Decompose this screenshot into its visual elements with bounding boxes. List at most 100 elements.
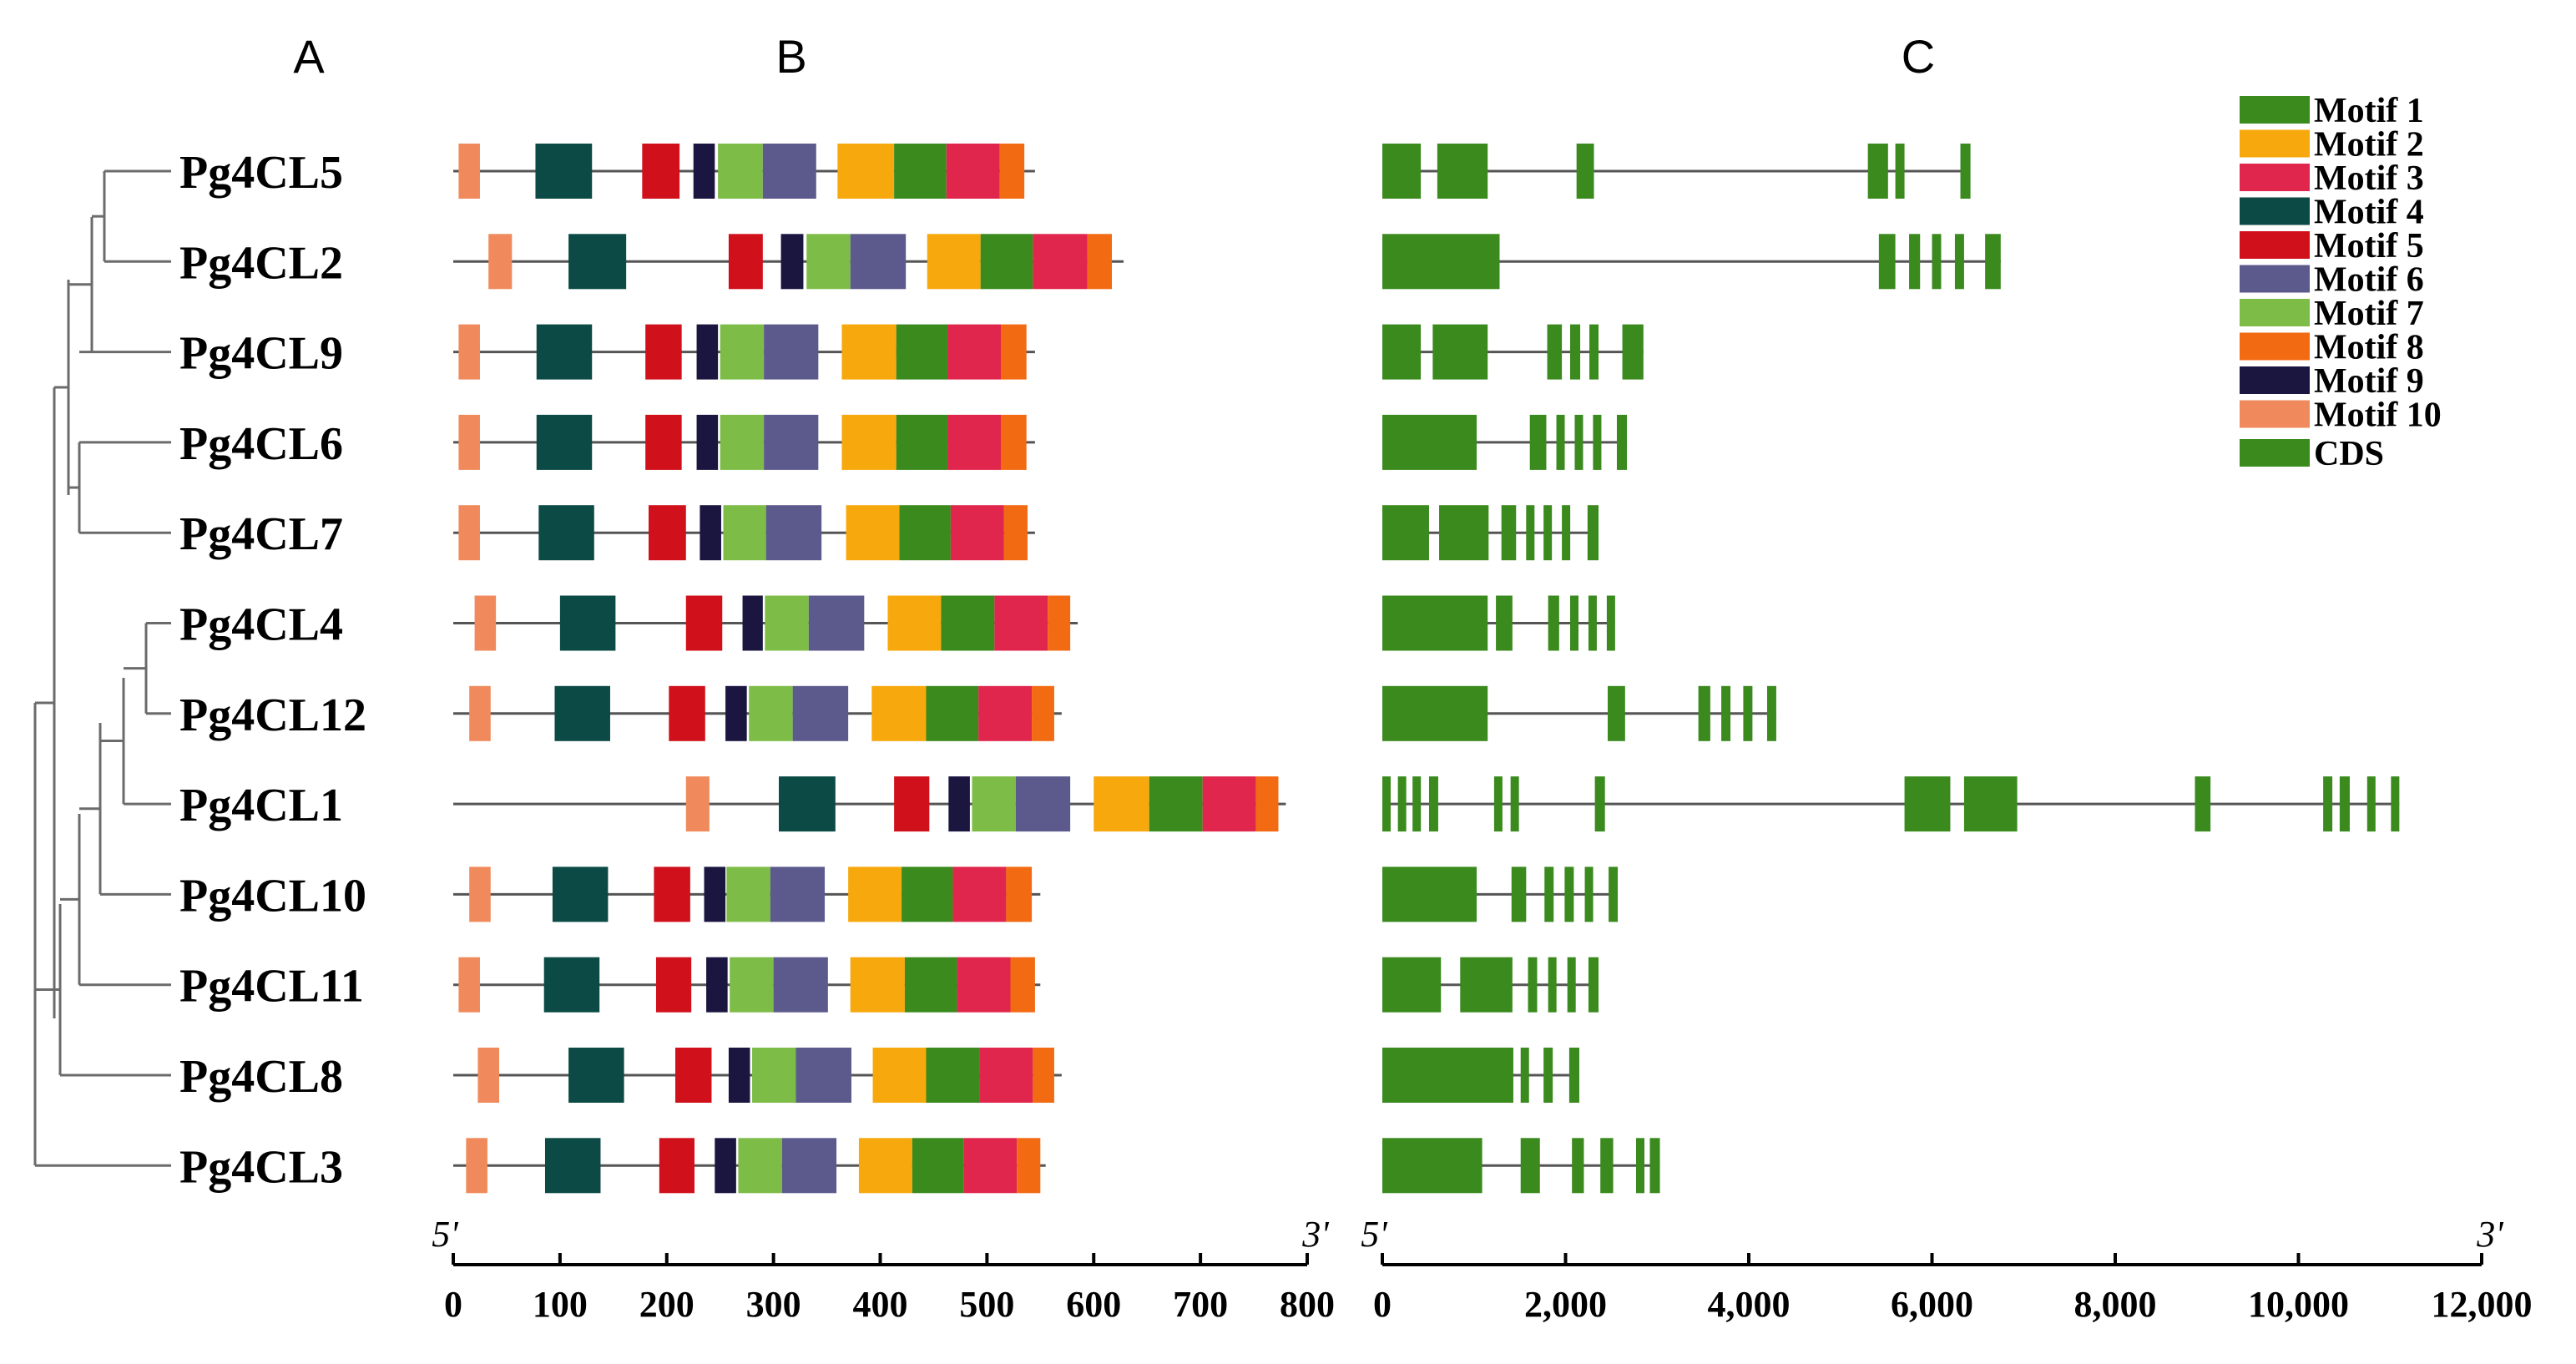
axis-tick-label: 100 (533, 1284, 588, 1325)
motif-7-block (726, 866, 770, 922)
cds-exon-block (1564, 866, 1574, 922)
motif-6-block (762, 144, 816, 199)
axis-tick-label: 500 (959, 1284, 1014, 1325)
motif-5-block (728, 234, 763, 290)
cds-exon-block (1600, 1138, 1614, 1194)
cds-exon-block (2339, 776, 2350, 832)
gene-label-pg4cl10: Pg4CL10 (179, 870, 366, 922)
axis-tick-label: 12,000 (2432, 1284, 2533, 1325)
motif-2-block (850, 957, 905, 1013)
motif-2-block (837, 144, 895, 199)
motif-6-block (792, 685, 849, 741)
motif-6-block (850, 234, 907, 290)
motif-10-block (458, 144, 480, 199)
motif-8-block (1006, 866, 1033, 922)
motif-6-block (764, 324, 819, 380)
cds-exon-block (1568, 1048, 1579, 1103)
cds-exon-block (1594, 776, 1605, 832)
legend-label-motif-4: Motif 4 (2314, 194, 2424, 232)
cds-exon-block (1493, 776, 1503, 832)
motif-8-block (1017, 1138, 1041, 1194)
motif-5-block (649, 505, 686, 561)
axis-tick-label: 10,000 (2248, 1284, 2349, 1325)
motif-3-block (946, 144, 1000, 199)
cds-exon-block (1963, 776, 2018, 832)
cds-exon-block (1547, 324, 1563, 380)
motif-3-block (950, 505, 1004, 561)
cds-exon-block (1544, 866, 1554, 922)
cds-exon-block (1520, 1138, 1540, 1194)
motif-10-block (458, 414, 480, 470)
motif-5-block (645, 324, 682, 380)
motif-10-block (685, 776, 710, 832)
motif-9-block (948, 776, 970, 832)
cds-exon-block (1569, 595, 1578, 651)
cds-exon-block (1878, 234, 1896, 290)
cds-exon-block (1609, 866, 1619, 922)
legend-label-motif-7: Motif 7 (2314, 295, 2424, 333)
cds-exon-block (1437, 144, 1488, 199)
cds-exon-block (1529, 414, 1547, 470)
motif-8-block (1000, 414, 1027, 470)
motif-3-block (957, 957, 1011, 1013)
motif-4-block (554, 685, 610, 741)
cds-exon-block (2366, 776, 2376, 832)
motif-5-block (655, 957, 692, 1013)
motif-4-block (552, 866, 609, 922)
motif-7-block (765, 595, 809, 651)
cds-exon-block (1528, 957, 1538, 1013)
motif-8-block (1000, 324, 1027, 380)
motif-2-block (927, 234, 981, 290)
cds-exon-block (1397, 776, 1407, 832)
motif-9-block (728, 1048, 750, 1103)
motif-4-block (535, 144, 593, 199)
cds-exon-block (1543, 1048, 1553, 1103)
motif-2-block (841, 414, 897, 470)
motif-5-block (645, 414, 682, 470)
motif-8-block (1087, 234, 1112, 290)
protein-length-axis: 0 100 200 300 400 500 600 700 800 5' 3' (432, 1214, 1335, 1325)
motif-7-block (738, 1138, 782, 1194)
cds-exon-block (1606, 595, 1615, 651)
cds-exon-block (1960, 144, 1971, 199)
gene-label-pg4cl8: Pg4CL8 (179, 1051, 343, 1103)
cds-exon-block (1569, 324, 1581, 380)
axis-start-label: 5' (432, 1214, 459, 1255)
motif-9-block (742, 595, 763, 651)
motif-1-block (1149, 776, 1203, 832)
motif-8-block (1048, 595, 1071, 651)
motif-8-block (999, 144, 1025, 199)
motif-9-block (693, 144, 715, 199)
motif-7-block (720, 414, 765, 470)
motif-4-block (559, 595, 616, 651)
gene-length-axis: 0 2,000 4,000 6,000 8,000 10,000 12,000 5' 3' (1361, 1214, 2532, 1325)
motif-10-block (466, 1138, 487, 1194)
motif-10-block (477, 1048, 499, 1103)
cds-exon-block (1548, 595, 1559, 651)
motif-7-block (720, 324, 765, 380)
motif-1-block (926, 685, 979, 741)
gene-label-pg4cl3: Pg4CL3 (179, 1141, 343, 1193)
cds-exon-block (1567, 957, 1576, 1013)
motif-9-block (780, 234, 804, 290)
motif-7-block (806, 234, 851, 290)
cds-exon-block (1766, 685, 1776, 741)
axis-tick-label: 4,000 (1708, 1284, 1791, 1325)
cds-exon-block (1548, 957, 1557, 1013)
motif-6-block (773, 957, 828, 1013)
motif-4-block (568, 234, 627, 290)
legend-swatch-cds (2240, 439, 2310, 467)
cds-exon-block (1636, 1138, 1645, 1194)
motif-9-block (696, 324, 719, 380)
motif-2-block (841, 324, 897, 380)
motif-panel (453, 144, 1286, 1194)
cds-exon-block (1588, 595, 1597, 651)
cds-exon-block (1543, 505, 1553, 561)
motif-2-block (871, 685, 927, 741)
motif-9-block (696, 414, 719, 470)
motif-7-block (749, 685, 793, 741)
legend-label-motif-10: Motif 10 (2314, 397, 2442, 435)
panel-label-a: A (293, 30, 325, 83)
legend-label-cds: CDS (2314, 435, 2384, 473)
